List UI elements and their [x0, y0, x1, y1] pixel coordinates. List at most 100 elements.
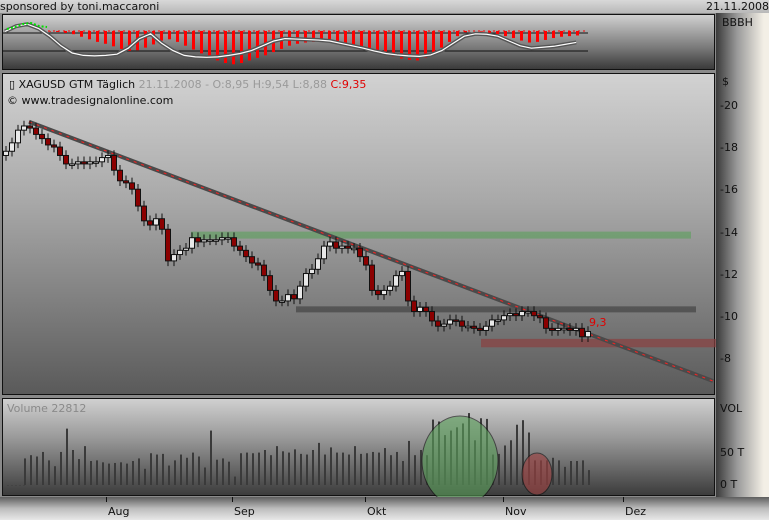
volume-bar: [570, 461, 572, 485]
candle: [435, 320, 441, 327]
volume-bar: [186, 457, 188, 485]
volume-bar: [174, 460, 176, 485]
candle: [357, 247, 363, 258]
oscillator-line-shadow: [4, 22, 577, 60]
volume-bar: [90, 461, 92, 485]
volume-dot: [11, 485, 13, 486]
candle: [273, 289, 279, 302]
candle: [63, 154, 69, 165]
volume-bar: [36, 456, 38, 485]
volume-bar: [552, 457, 554, 485]
volume-bar: [228, 461, 230, 485]
top-strip: sponsored by toni.maccaroni 21.11.2008: [0, 0, 769, 13]
candle: [447, 319, 453, 325]
price-tick: -16: [720, 183, 738, 197]
volume-bar: [30, 455, 32, 485]
candle: [405, 270, 411, 302]
histogram-bar: [240, 31, 243, 63]
candle: [129, 182, 135, 190]
price-chart-panel[interactable]: ▯ XAGUSD GTM Täglich 21.11.2008 - O:8,95…: [2, 73, 716, 395]
histogram-bar: [232, 31, 235, 65]
volume-bar: [210, 430, 212, 485]
candle: [417, 306, 423, 312]
price-tick: -14: [720, 225, 738, 239]
candle: [369, 264, 375, 291]
price-tick: -10: [720, 310, 738, 323]
candle: [33, 127, 39, 135]
volume-bar: [324, 454, 326, 485]
oscillator-panel[interactable]: [2, 14, 715, 70]
candle: [27, 125, 33, 129]
candle: [183, 247, 189, 251]
volume-bar: [576, 461, 578, 485]
signal-line: [6, 21, 48, 30]
volume-bar: [378, 452, 380, 485]
currency-label: $: [722, 75, 729, 88]
volume-bar: [306, 454, 308, 485]
volume-bar: [234, 476, 236, 485]
candle: [303, 273, 309, 287]
month-label: Sep: [234, 505, 255, 518]
price-tick: -20: [720, 99, 738, 112]
candle: [567, 327, 573, 331]
volume-bar: [102, 462, 104, 485]
volume-bar: [420, 450, 422, 485]
candle: [477, 327, 483, 331]
candle: [147, 220, 153, 226]
time-tick: [503, 497, 504, 502]
candle: [309, 268, 315, 275]
volume-bar: [108, 463, 110, 485]
candle: [111, 154, 117, 171]
candle: [423, 306, 429, 312]
volume-bar: [282, 451, 284, 485]
symbol-label: XAGUSD GTM Täglich: [18, 78, 136, 91]
candle: [483, 325, 489, 331]
last-price-label: 9,3: [589, 316, 607, 329]
candle: [351, 247, 357, 251]
volume-bar: [138, 458, 140, 485]
histogram-bar: [112, 31, 115, 47]
histogram-bar: [360, 31, 363, 48]
candle: [285, 294, 291, 302]
volume-bar: [270, 455, 272, 485]
candle: [429, 310, 435, 322]
histogram-bar: [184, 31, 187, 46]
histogram-bar: [48, 31, 51, 32]
candle: [531, 310, 537, 317]
oscillator-line: [4, 23, 577, 58]
volume-bar: [300, 453, 302, 485]
price-tick: -8: [720, 352, 731, 366]
histogram-bar: [384, 31, 387, 55]
histogram-bar: [560, 31, 563, 37]
histogram-bar: [336, 31, 339, 42]
time-tick: [232, 497, 233, 502]
candle: [297, 285, 303, 300]
volume-panel[interactable]: Volume 22812: [2, 398, 715, 497]
histogram-bar: [496, 31, 499, 35]
histogram-bar: [552, 31, 555, 39]
volume-bar: [510, 440, 512, 485]
oscillator-axis-label: BBBH: [722, 16, 753, 29]
histogram-bar: [208, 31, 211, 58]
histogram-bar: [344, 31, 347, 44]
candle: [99, 157, 105, 163]
candle: [501, 315, 507, 321]
volume-bar: [120, 462, 122, 485]
candle: [213, 239, 219, 242]
histogram-bar: [96, 31, 99, 42]
candle: [375, 289, 381, 296]
resistance-band: [191, 231, 691, 239]
volume-bar: [162, 453, 164, 485]
volume-bar: [516, 424, 518, 485]
volume-bar: [72, 450, 74, 485]
histogram-bar: [328, 31, 331, 42]
volume-axis-label: VOL: [720, 402, 743, 415]
candle: [507, 313, 513, 317]
candle: [231, 237, 237, 247]
histogram-bar: [256, 31, 259, 58]
candle: [261, 264, 267, 277]
candle: [81, 161, 87, 165]
histogram-bar: [528, 31, 531, 43]
candle: [123, 180, 129, 184]
candle: [525, 310, 531, 314]
